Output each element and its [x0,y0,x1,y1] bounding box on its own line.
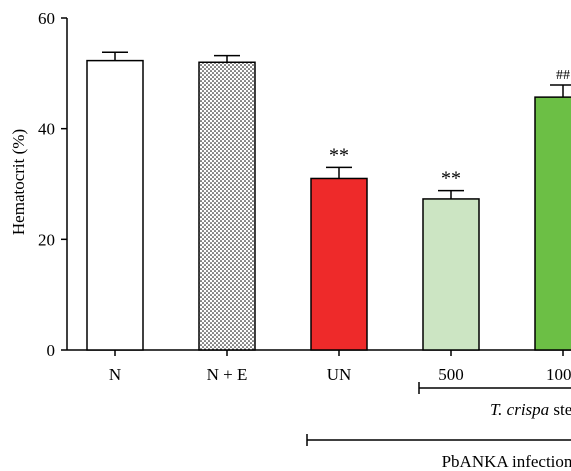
bracket-label: PbANKA infection [442,452,571,471]
y-axis-label: Hematocrit (%) [9,129,28,235]
significance-label: ## [556,68,570,83]
bracket-label-text: stem extract [549,400,571,419]
bar [198,61,256,351]
x-tick-label: N [109,365,121,384]
bar [310,177,368,351]
y-tick-label: 0 [47,341,56,360]
x-tick-label: UN [327,365,352,384]
bar [422,198,480,351]
bracket-label: T. crispa stem extract [490,400,571,419]
y-tick-label: 60 [38,9,55,28]
significance-label: ** [441,168,461,190]
y-tick-label: 20 [38,230,55,249]
significance-label: ** [329,144,349,166]
x-tick-label: N + E [207,365,248,384]
bar [86,59,144,351]
x-tick-label: 500 [438,365,464,384]
bracket-label-text: PbANKA infection [442,452,571,471]
x-tick-label: 1000 [546,365,571,384]
y-tick-label: 40 [38,120,55,139]
bracket-label-italic: T. crispa [490,400,549,419]
bar [534,96,571,351]
